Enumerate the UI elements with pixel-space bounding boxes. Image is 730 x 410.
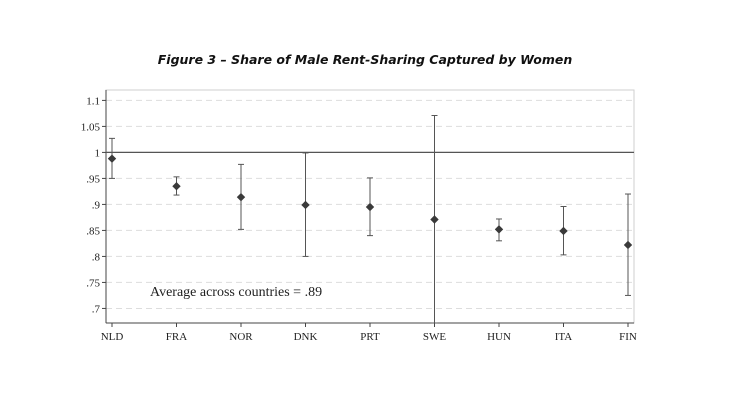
y-tick-label-3: .85 — [86, 225, 100, 237]
y-tick-label-6: 1 — [95, 147, 101, 159]
x-tick-label-ita: ITA — [555, 331, 573, 343]
y-tick-label-8: 1.1 — [86, 95, 100, 107]
y-tick-label-0: .7 — [92, 303, 101, 315]
x-tick-label-fra: FRA — [166, 331, 187, 343]
point-prt — [365, 202, 375, 212]
point-nor — [236, 192, 246, 202]
x-tick-label-nld: NLD — [101, 331, 124, 343]
data-points — [107, 154, 633, 250]
x-tick-label-prt: PRT — [360, 331, 380, 343]
point-ita — [559, 226, 568, 236]
point-nld — [107, 154, 117, 163]
x-tick-label-hun: HUN — [487, 331, 511, 343]
y-tick-label-7: 1.05 — [81, 121, 101, 133]
y-tick-label-4: .9 — [92, 199, 101, 211]
y-tick-label-1: .75 — [86, 277, 100, 289]
point-fra — [172, 182, 181, 191]
average-annotation: Average across countries = .89 — [150, 285, 322, 300]
point-swe — [430, 215, 439, 224]
y-tick-label-2: .8 — [92, 251, 101, 263]
x-tick-label-fin: FIN — [619, 331, 637, 343]
point-fin — [623, 240, 633, 250]
y-tick-label-5: .95 — [86, 173, 100, 185]
tick-labels: .7 .75 .8 .85 .9 .95 1 1.05 1.1 NLD FRA NOR DNK PRT SW… — [81, 95, 637, 343]
axes — [102, 89, 635, 327]
x-tick-label-swe: SWE — [423, 331, 447, 343]
point-hun — [494, 225, 504, 234]
x-tick-label-nor: NOR — [229, 331, 253, 343]
point-dnk — [301, 200, 310, 210]
x-tick-label-dnk: DNK — [294, 331, 318, 343]
chart-title: Figure 3 – Share of Male Rent-Sharing Ca… — [157, 52, 573, 67]
